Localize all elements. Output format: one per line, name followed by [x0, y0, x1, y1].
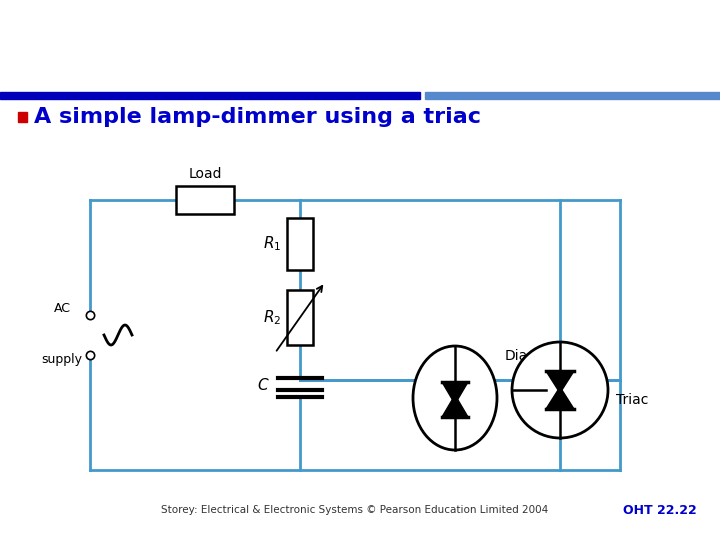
Text: AC: AC [53, 302, 71, 315]
Polygon shape [546, 387, 574, 409]
Text: $C$: $C$ [258, 377, 270, 393]
Text: A simple lamp-dimmer using a triac: A simple lamp-dimmer using a triac [34, 107, 481, 127]
Bar [425, 92, 720, 99]
Text: supply: supply [42, 353, 83, 366]
Bar [287, 290, 313, 345]
Text: OHT 22.22: OHT 22.22 [623, 503, 697, 516]
Text: Storey: Electrical & Electronic Systems © Pearson Education Limited 2004: Storey: Electrical & Electronic Systems … [161, 505, 549, 515]
Polygon shape [442, 395, 468, 417]
Polygon shape [442, 382, 468, 404]
Bar [176, 186, 234, 214]
Text: Triac: Triac [616, 393, 649, 407]
Polygon shape [546, 371, 574, 393]
Text: Diac: Diac [505, 349, 536, 363]
Text: Load: Load [188, 167, 222, 181]
Text: $R_2$: $R_2$ [263, 308, 281, 327]
Bar [287, 218, 313, 270]
Bar [18, 112, 27, 122]
Bar [0, 92, 420, 99]
Text: $R_1$: $R_1$ [263, 235, 281, 253]
Circle shape [512, 342, 608, 438]
Ellipse shape [413, 346, 497, 450]
